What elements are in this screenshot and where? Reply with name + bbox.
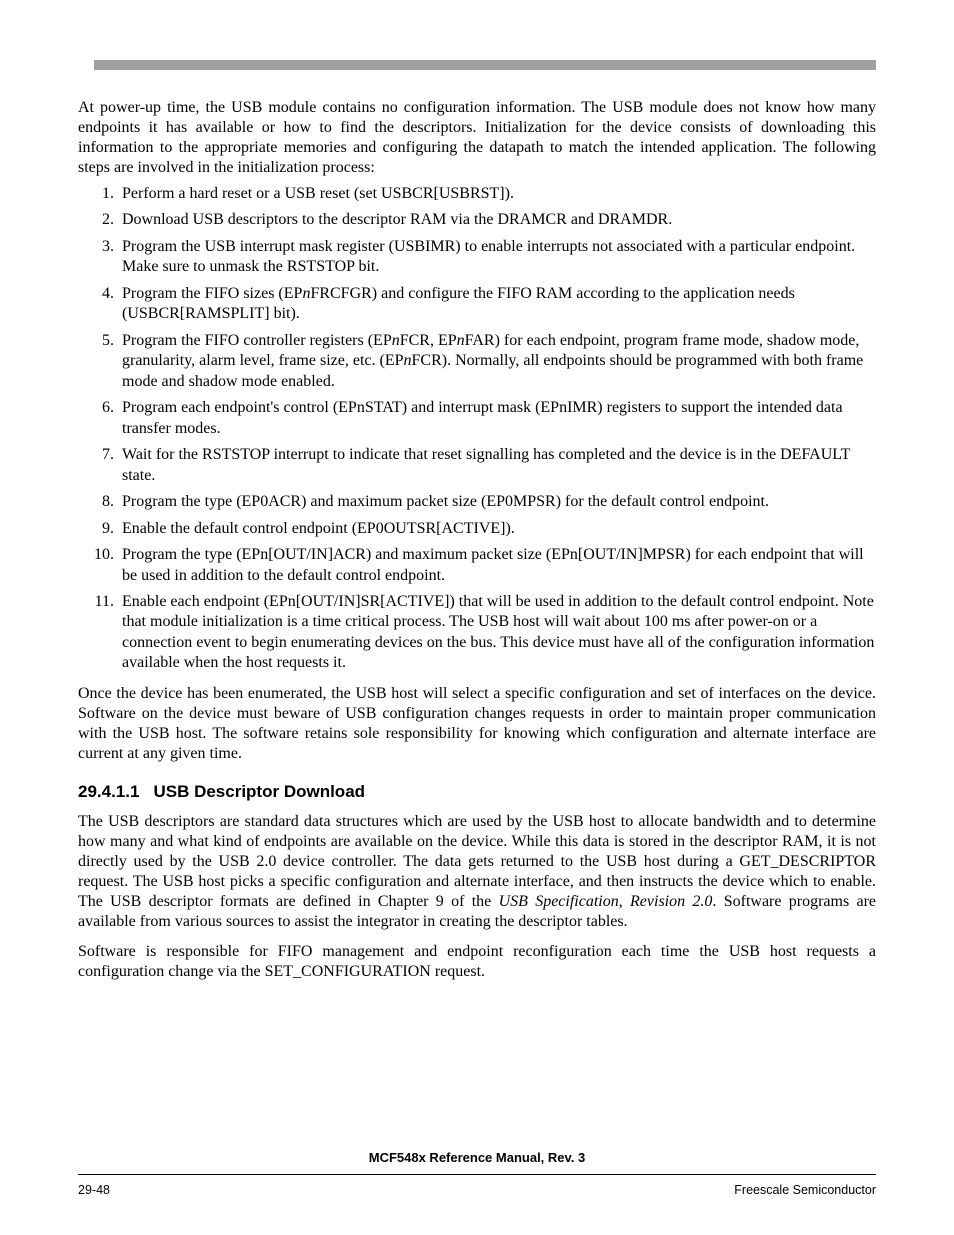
list-item: 7.Wait for the RSTSTOP interrupt to indi… (78, 445, 876, 486)
list-item-text: Program each endpoint's control (EPnSTAT… (122, 398, 876, 439)
outro-paragraph: Once the device has been enumerated, the… (78, 684, 876, 764)
intro-paragraph: At power-up time, the USB module contain… (78, 98, 876, 178)
list-item-number: 7. (78, 445, 122, 486)
footer-company: Freescale Semiconductor (734, 1183, 876, 1197)
list-item-text: Enable the default control endpoint (EP0… (122, 519, 876, 539)
footer-page-number: 29-48 (78, 1183, 110, 1197)
list-item-text: Program the type (EP0ACR) and maximum pa… (122, 492, 876, 512)
list-item-number: 6. (78, 398, 122, 439)
list-item-number: 2. (78, 210, 122, 230)
list-item-number: 9. (78, 519, 122, 539)
list-item-text: Program the FIFO controller registers (E… (122, 331, 876, 392)
list-item: 10.Program the type (EPn[OUT/IN]ACR) and… (78, 545, 876, 586)
list-item: 3.Program the USB interrupt mask registe… (78, 237, 876, 278)
list-item-number: 4. (78, 284, 122, 325)
list-item: 2.Download USB descriptors to the descri… (78, 210, 876, 230)
list-item-text: Perform a hard reset or a USB reset (set… (122, 184, 876, 204)
list-item: 9.Enable the default control endpoint (E… (78, 519, 876, 539)
list-item-text: Program the type (EPn[OUT/IN]ACR) and ma… (122, 545, 876, 586)
list-item-number: 11. (78, 592, 122, 674)
list-item-text: Wait for the RSTSTOP interrupt to indica… (122, 445, 876, 486)
section-para-1: The USB descriptors are standard data st… (78, 812, 876, 932)
footer-rule (78, 1174, 876, 1175)
footer-doc-title: MCF548x Reference Manual, Rev. 3 (0, 1150, 954, 1165)
list-item-number: 8. (78, 492, 122, 512)
list-item: 5.Program the FIFO controller registers … (78, 331, 876, 392)
list-item: 1.Perform a hard reset or a USB reset (s… (78, 184, 876, 204)
section-heading: 29.4.1.1 USB Descriptor Download (78, 782, 876, 802)
list-item: 11.Enable each endpoint (EPn[OUT/IN]SR[A… (78, 592, 876, 674)
initialization-steps: 1.Perform a hard reset or a USB reset (s… (78, 184, 876, 674)
list-item-number: 10. (78, 545, 122, 586)
list-item-text: Download USB descriptors to the descript… (122, 210, 876, 230)
list-item-number: 3. (78, 237, 122, 278)
list-item: 4.Program the FIFO sizes (EPnFRCFGR) and… (78, 284, 876, 325)
header-rule (94, 60, 876, 70)
section-title: USB Descriptor Download (153, 782, 365, 801)
list-item: 8.Program the type (EP0ACR) and maximum … (78, 492, 876, 512)
list-item-text: Program the USB interrupt mask register … (122, 237, 876, 278)
list-item-text: Program the FIFO sizes (EPnFRCFGR) and c… (122, 284, 876, 325)
list-item-number: 1. (78, 184, 122, 204)
list-item-text: Enable each endpoint (EPn[OUT/IN]SR[ACTI… (122, 592, 876, 674)
section-number: 29.4.1.1 (78, 782, 139, 801)
list-item: 6.Program each endpoint's control (EPnST… (78, 398, 876, 439)
list-item-number: 5. (78, 331, 122, 392)
section-para-2: Software is responsible for FIFO managem… (78, 942, 876, 982)
